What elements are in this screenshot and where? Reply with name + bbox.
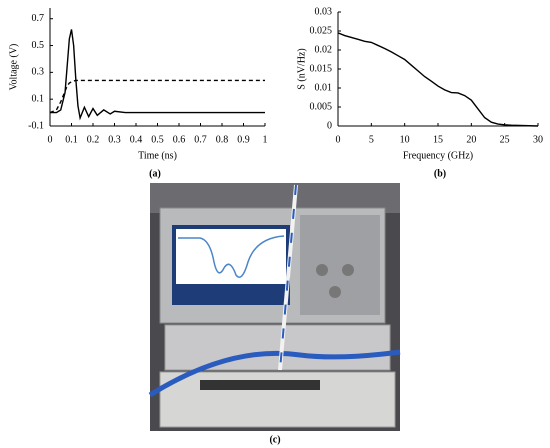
x-tick-label: 0.3 — [108, 134, 121, 145]
x-tick-label: 0 — [336, 134, 341, 145]
y-axis-label: Voltage (V) — [8, 44, 19, 91]
y-tick-label: 0.1 — [32, 93, 45, 104]
x-tick-label: 1 — [263, 134, 268, 145]
x-tick-label: 10 — [400, 134, 410, 145]
x-tick-label: 0.4 — [130, 134, 143, 145]
x-tick-label: 0 — [48, 134, 53, 145]
x-tick-label: 5 — [369, 134, 374, 145]
y-tick-label: 0.01 — [315, 82, 333, 93]
x-tick-label: 30 — [533, 134, 543, 145]
x-tick-label: 20 — [466, 134, 476, 145]
x-tick-label: 0.7 — [194, 134, 207, 145]
x-tick-label: 0.9 — [237, 134, 250, 145]
x-tick-label: 15 — [433, 134, 443, 145]
y-tick-label: 0.015 — [310, 63, 333, 74]
y-tick-label: 0.02 — [315, 44, 333, 55]
x-tick-label: 0.8 — [216, 134, 229, 145]
caption: (c) — [269, 434, 280, 445]
x-tick-label: 0.2 — [87, 134, 100, 145]
y-tick-label: 0.03 — [315, 6, 333, 17]
y-axis-label: S (nV/Hz) — [296, 48, 307, 89]
x-tick-label: 25 — [500, 134, 510, 145]
y-tick-label: 0 — [327, 120, 332, 131]
x-axis-label: Time (ns) — [138, 150, 177, 161]
x-tick-label: 0.5 — [151, 134, 164, 145]
x-tick-label: 0.6 — [173, 134, 186, 145]
y-tick-label: 0.025 — [310, 25, 333, 36]
y-tick-label: 0.3 — [32, 67, 45, 78]
y-tick-label: 0.5 — [32, 40, 45, 51]
data-line — [50, 29, 265, 121]
x-axis-label: Frequency (GHz) — [403, 150, 473, 161]
y-tick-label: 0.005 — [310, 101, 333, 112]
data-line — [49, 79, 265, 114]
photo — [148, 183, 401, 431]
x-tick-label: 0.1 — [65, 134, 78, 145]
data-line — [337, 32, 539, 127]
y-tick-label: -0.1 — [28, 120, 44, 131]
caption: (b) — [434, 168, 446, 179]
y-tick-label: 0.7 — [32, 13, 45, 24]
caption: (a) — [149, 168, 161, 179]
